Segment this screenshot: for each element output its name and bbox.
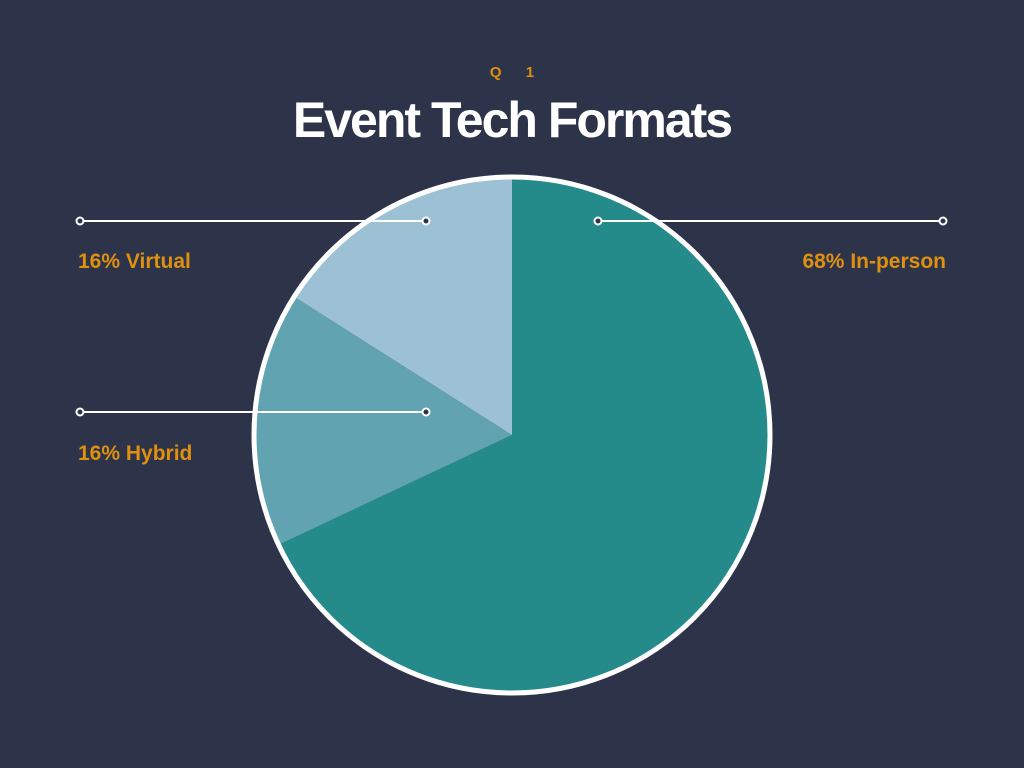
pie-slices: [253, 177, 770, 693]
leader-dot-hybrid-end: [75, 407, 85, 417]
leader-dot-in-person-end: [938, 216, 948, 226]
callout-in-person: 68% In-person: [593, 216, 948, 273]
leader-dot-virtual-end: [75, 216, 85, 226]
callout-virtual: 16% Virtual: [75, 216, 431, 273]
slice-label-virtual: 16% Virtual: [78, 250, 191, 273]
pie-slice-virtual: [294, 177, 512, 435]
leader-dot-hybrid: [421, 407, 431, 417]
slice-label-in-person: 68% In-person: [802, 250, 946, 273]
slice-label-hybrid: 16% Hybrid: [78, 442, 192, 465]
chart-kicker: Q 1: [489, 64, 545, 81]
callout-hybrid: 16% Hybrid: [75, 407, 431, 465]
pie-slice-hybrid: [253, 296, 513, 545]
leader-dot-virtual: [421, 216, 431, 226]
pie-outline: [251, 174, 773, 696]
chart-title: Event Tech Formats: [292, 92, 733, 148]
pie-slice-in-person: [278, 177, 770, 693]
leader-dot-in-person: [593, 216, 603, 226]
